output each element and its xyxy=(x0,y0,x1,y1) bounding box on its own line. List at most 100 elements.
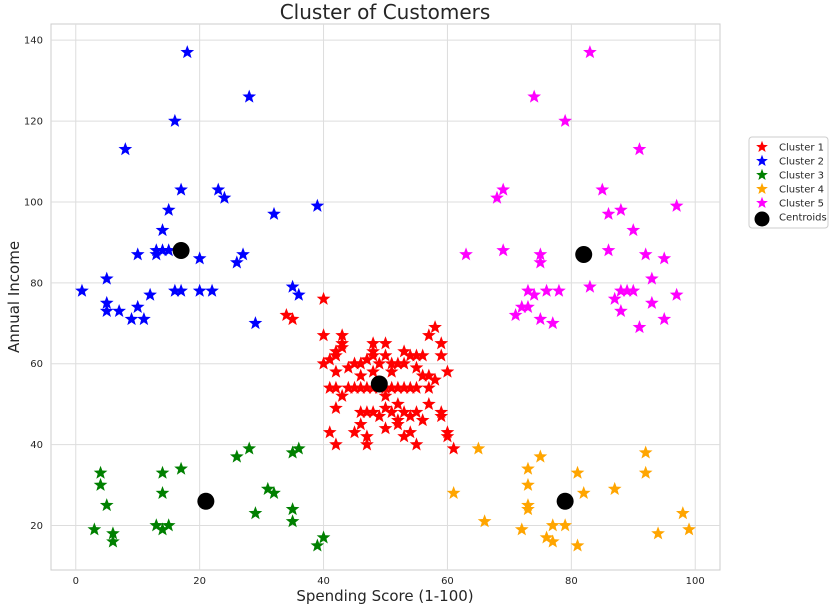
cluster-2-point xyxy=(236,247,250,261)
cluster-3-point xyxy=(155,522,170,536)
cluster-1-point xyxy=(329,401,343,415)
cluster-5-point xyxy=(614,202,628,216)
cluster-1-point xyxy=(353,417,368,431)
cluster-2-point xyxy=(99,303,114,317)
cluster-2-point xyxy=(112,303,126,317)
cluster-5-point xyxy=(583,45,597,59)
cluster-2-point xyxy=(99,271,114,285)
cluster-1-point xyxy=(322,352,337,366)
cluster-1-point xyxy=(409,360,424,374)
cluster-2-point xyxy=(205,283,219,297)
cluster-1-point xyxy=(434,409,449,423)
cluster-2-point xyxy=(161,202,176,216)
cluster-1-point xyxy=(422,368,436,382)
cluster-3-point xyxy=(310,538,325,552)
cluster-3-point xyxy=(248,506,263,520)
x-tick-label: 60 xyxy=(441,576,454,587)
cluster-1-point xyxy=(422,380,436,394)
cluster-3-point xyxy=(161,518,176,532)
cluster-5-point xyxy=(459,247,473,261)
cluster-1-point xyxy=(409,405,424,419)
cluster-1-point xyxy=(366,336,380,350)
cluster-1-point xyxy=(329,437,343,451)
cluster-2-point xyxy=(99,295,114,309)
cluster-2-point xyxy=(155,223,170,237)
cluster-3-point xyxy=(285,514,300,528)
cluster-1-series xyxy=(279,291,461,455)
cluster-2-point xyxy=(130,299,145,313)
cluster-1-point xyxy=(341,380,356,394)
cluster-2-point xyxy=(130,247,145,261)
cluster-5-point xyxy=(533,255,548,269)
cluster-1-point xyxy=(378,401,393,415)
cluster-1-point xyxy=(403,380,418,394)
y-tick-label: 40 xyxy=(30,440,43,451)
centroid-point xyxy=(172,241,190,259)
cluster-5-point xyxy=(669,287,684,301)
cluster-5-point xyxy=(552,283,566,297)
cluster-3-point xyxy=(285,445,300,459)
cluster-3-point xyxy=(174,461,188,475)
cluster-4-point xyxy=(558,518,572,532)
cluster-1-point xyxy=(316,356,331,370)
cluster-5-point xyxy=(669,198,684,212)
cluster-1-point xyxy=(384,405,399,419)
cluster-1-point xyxy=(322,425,337,439)
cluster-2-point xyxy=(242,89,257,103)
cluster-3-point xyxy=(87,522,102,536)
cluster-2-point xyxy=(143,287,157,301)
cluster-1-point xyxy=(428,320,442,334)
cluster-1-point xyxy=(285,312,300,326)
cluster-1-point xyxy=(378,336,393,350)
cluster-5-point xyxy=(638,247,653,261)
y-tick-label: 120 xyxy=(24,117,43,128)
cluster-1-point xyxy=(384,364,399,378)
cluster-1-point xyxy=(335,328,349,342)
y-tick-label: 100 xyxy=(24,197,43,208)
cluster-1-point xyxy=(353,380,368,394)
cluster-3-point xyxy=(229,449,244,463)
y-tick-label: 60 xyxy=(30,359,43,370)
centroid-point xyxy=(370,375,388,393)
cluster-4-point xyxy=(651,526,665,540)
cluster-5-point xyxy=(601,206,616,220)
cluster-3-point xyxy=(99,498,114,512)
cluster-1-point xyxy=(366,364,380,378)
cluster-1-point xyxy=(391,356,405,370)
cluster-5-point xyxy=(508,308,523,322)
cluster-2-point xyxy=(229,255,244,269)
cluster-4-point xyxy=(576,485,591,499)
x-tick-label: 20 xyxy=(193,576,206,587)
cluster-1-point xyxy=(347,356,362,370)
cluster-5-point xyxy=(527,89,542,103)
cluster-5-point xyxy=(614,283,628,297)
legend-label: Cluster 4 xyxy=(779,185,824,196)
cluster-5-point xyxy=(545,316,560,330)
cluster-4-point xyxy=(675,506,690,520)
cluster-1-point xyxy=(360,380,374,394)
cluster-5-point xyxy=(527,287,542,301)
x-tick-label: 0 xyxy=(73,576,79,587)
cluster-1-point xyxy=(397,405,411,419)
cluster-1-point xyxy=(353,405,368,419)
cluster-1-point xyxy=(440,364,455,378)
cluster-1-point xyxy=(378,421,393,435)
legend-star-marker xyxy=(756,168,768,181)
cluster-1-point xyxy=(360,437,374,451)
cluster-1-point xyxy=(397,344,411,358)
legend-entries: Cluster 1 Cluster 2 Cluster 3 Cluster 4 Clus… xyxy=(754,140,827,227)
cluster-1-point xyxy=(391,417,405,431)
cluster-4-point xyxy=(638,465,653,479)
cluster-2-point xyxy=(291,287,306,301)
cluster-1-point xyxy=(415,413,430,427)
cluster-3-point xyxy=(93,477,108,491)
cluster-1-point xyxy=(360,405,374,419)
cluster-4-point xyxy=(533,449,548,463)
legend-centroid-marker xyxy=(754,211,770,227)
centroid-point xyxy=(197,492,215,510)
cluster-1-point xyxy=(372,409,387,423)
y-axis-label: Annual Income xyxy=(5,241,23,353)
cluster-4-point xyxy=(607,481,622,495)
legend-label: Cluster 2 xyxy=(779,157,824,168)
